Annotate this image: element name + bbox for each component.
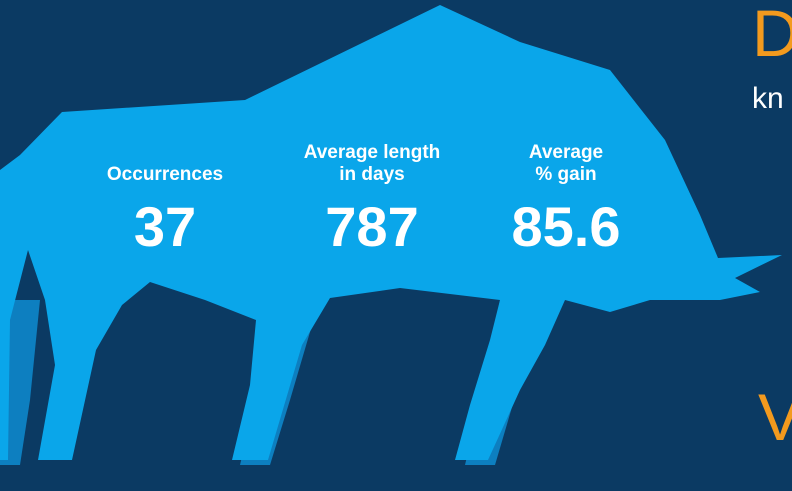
subheading-fragment: kn xyxy=(752,82,784,115)
stat-value: 787 xyxy=(325,195,418,258)
stat-value: 37 xyxy=(134,195,196,258)
stat-label: % gain xyxy=(535,164,596,185)
stat-label: Average xyxy=(529,142,603,163)
heading-fragment: D xyxy=(752,0,792,70)
infographic: Occurrences 37 Average lengthin days 787 Ave… xyxy=(0,0,792,491)
stat-label: Average length xyxy=(304,142,441,163)
stat-label: Occurrences xyxy=(107,164,223,185)
lower-fragment: V xyxy=(758,380,792,454)
stat-value: 85.6 xyxy=(512,195,621,258)
stat-label: in days xyxy=(339,164,404,185)
